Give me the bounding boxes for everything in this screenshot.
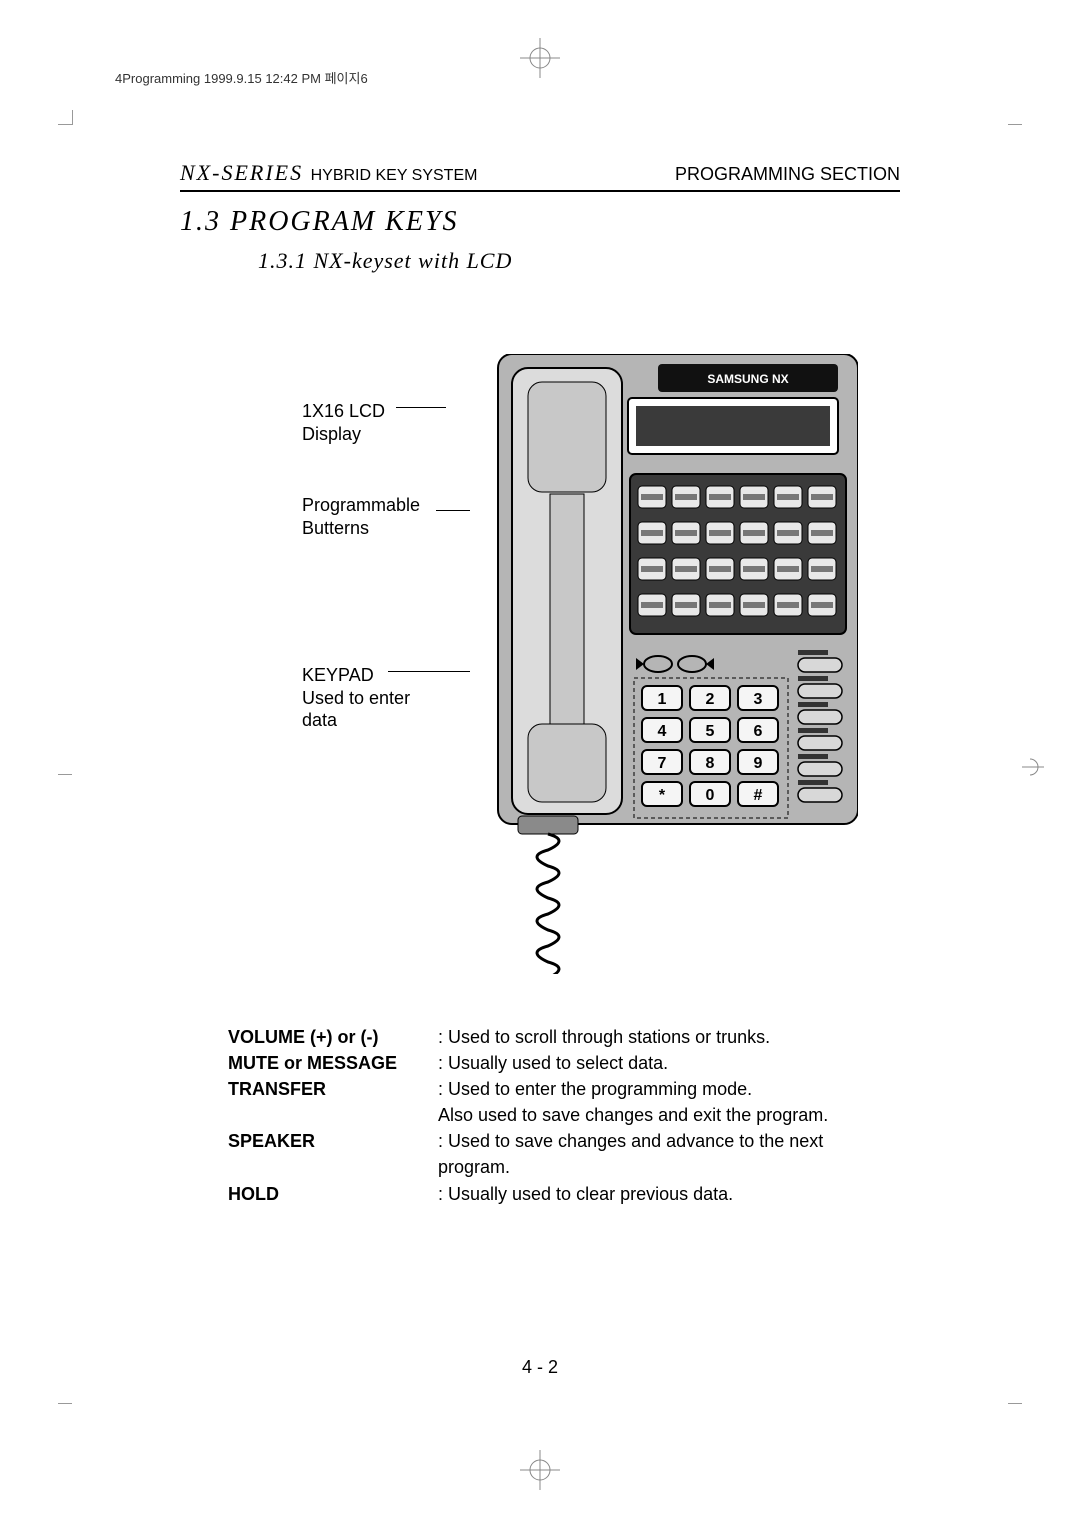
content-area: NX-SERIES HYBRID KEY SYSTEM PROGRAMMING … xyxy=(180,160,900,1207)
callout-text: Used to enter xyxy=(302,688,410,708)
corner-mark xyxy=(1008,110,1022,125)
key-label: VOLUME (+) or (-) xyxy=(228,1024,438,1050)
key-description-cont: Also used to save changes and exit the p… xyxy=(438,1102,900,1128)
header-row: NX-SERIES HYBRID KEY SYSTEM PROGRAMMING … xyxy=(180,160,900,192)
key-description-cont: program. xyxy=(438,1154,900,1180)
corner-mark xyxy=(58,760,72,775)
callout-text: Butterns xyxy=(302,518,369,538)
callout-lcd: 1X16 LCD Display xyxy=(302,400,385,445)
section-title: 1.3 PROGRAM KEYS xyxy=(180,206,900,238)
svg-text:*: * xyxy=(659,787,666,804)
corner-mark xyxy=(58,1403,72,1418)
svg-text:3: 3 xyxy=(754,691,763,708)
crop-mark-bottom xyxy=(520,1450,560,1490)
callout-text: Programmable xyxy=(302,495,420,515)
svg-text:#: # xyxy=(754,787,763,804)
key-description: : Used to save changes and advance to th… xyxy=(438,1128,900,1180)
callout-text: 1X16 LCD xyxy=(302,401,385,421)
header-subtitle: HYBRID KEY SYSTEM xyxy=(311,167,478,184)
svg-text:1: 1 xyxy=(658,691,667,708)
key-definitions: VOLUME (+) or (-): Used to scroll throug… xyxy=(228,1024,900,1207)
svg-text:8: 8 xyxy=(706,755,715,772)
callout-programmable: Programmable Butterns xyxy=(302,494,420,539)
callout-text: data xyxy=(302,710,337,730)
key-label: TRANSFER xyxy=(228,1076,438,1128)
key-row: SPEAKER: Used to save changes and advanc… xyxy=(228,1128,900,1180)
svg-text:SAMSUNG NX: SAMSUNG NX xyxy=(707,372,788,386)
key-description: : Used to scroll through stations or tru… xyxy=(438,1024,900,1050)
key-row: VOLUME (+) or (-): Used to scroll throug… xyxy=(228,1024,900,1050)
key-description: : Usually used to select data. xyxy=(438,1050,900,1076)
print-tag: 4Programming 1999.9.15 12:42 PM 페이지6 xyxy=(115,68,368,87)
key-label: MUTE or MESSAGE xyxy=(228,1050,438,1076)
crop-mark-top xyxy=(520,38,560,78)
key-row: HOLD: Usually used to clear previous dat… xyxy=(228,1181,900,1207)
key-description: : Usually used to clear previous data. xyxy=(438,1181,900,1207)
svg-text:7: 7 xyxy=(658,755,667,772)
svg-text:4: 4 xyxy=(658,723,667,740)
keyset-figure: 1X16 LCD Display Programmable Butterns K… xyxy=(258,314,900,1014)
svg-text:5: 5 xyxy=(706,723,715,740)
key-row: TRANSFER: Used to enter the programming … xyxy=(228,1076,900,1128)
header-left: NX-SERIES HYBRID KEY SYSTEM xyxy=(180,160,477,186)
svg-text:6: 6 xyxy=(754,723,763,740)
callout-text: KEYPAD xyxy=(302,665,374,685)
callout-keypad: KEYPAD Used to enter data xyxy=(302,664,410,732)
page: 4Programming 1999.9.15 12:42 PM 페이지6 NX-… xyxy=(0,0,1080,1528)
page-number: 4 - 2 xyxy=(522,1357,558,1378)
key-label: SPEAKER xyxy=(228,1128,438,1180)
svg-text:2: 2 xyxy=(706,691,715,708)
svg-text:9: 9 xyxy=(754,755,763,772)
leader-line xyxy=(396,407,446,408)
subsection-title: 1.3.1 NX-keyset with LCD xyxy=(258,248,900,274)
crop-mark-right xyxy=(1022,756,1044,783)
header-series: NX-SERIES xyxy=(180,160,303,185)
svg-text:0: 0 xyxy=(706,787,715,804)
header-right: PROGRAMMING SECTION xyxy=(675,164,900,185)
corner-mark xyxy=(1008,1403,1022,1418)
key-label: HOLD xyxy=(228,1181,438,1207)
corner-mark xyxy=(58,110,73,125)
key-row: MUTE or MESSAGE: Usually used to select … xyxy=(228,1050,900,1076)
phone-illustration: SAMSUNG NX 1 2 3 4 5 6 7 8 9 * 0 # xyxy=(458,354,858,974)
key-description: : Used to enter the programming mode.Als… xyxy=(438,1076,900,1128)
callout-text: Display xyxy=(302,424,361,444)
